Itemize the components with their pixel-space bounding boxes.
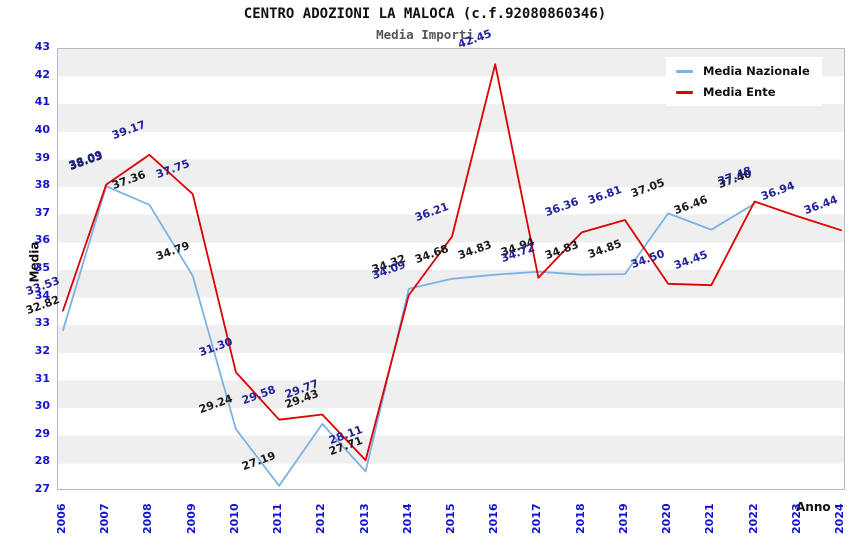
media-ente-line-swatch: [676, 90, 693, 94]
x-tick-label: 2006: [55, 503, 68, 534]
x-tick-label: 2021: [703, 503, 717, 534]
chart-title: CENTRO ADOZIONI LA MALOCA (c.f.920808603…: [243, 6, 607, 22]
media-nazionale-line-swatch: [676, 69, 693, 73]
y-tick-label: 40: [34, 122, 50, 136]
x-tick-label: 2017: [530, 503, 544, 534]
x-axis-title: Anno: [796, 500, 831, 514]
legend: Media Nazionale Media Ente: [666, 57, 822, 106]
legend-label: Media Nazionale: [703, 64, 810, 78]
series-line-1: [62, 63, 842, 462]
y-tick-label: 38: [34, 178, 50, 192]
x-tick-label: 2012: [314, 503, 328, 534]
x-tick-label: 2009: [184, 503, 198, 534]
y-tick-label: 31: [34, 371, 50, 385]
x-tick-label: 2023: [789, 503, 803, 534]
x-tick-label: 2007: [98, 503, 112, 534]
y-tick-label: 41: [34, 95, 50, 109]
legend-item-media-ente: Media Ente: [676, 85, 810, 99]
chart-lines: [62, 63, 842, 487]
y-tick-label: 30: [34, 399, 50, 413]
x-tick-label: 2008: [141, 503, 155, 534]
y-tick-label: 32: [34, 343, 50, 357]
y-tick-label: 29: [34, 426, 50, 440]
y-tick-label: 43: [34, 40, 50, 53]
y-tick-label: 34: [34, 288, 50, 302]
y-tick-label: 35: [34, 261, 50, 274]
y-tick-label: 28: [34, 454, 50, 468]
y-tick-label: 42: [34, 67, 50, 81]
y-tick-label: 36: [34, 233, 50, 247]
chart-subtitle: Media Importi: [376, 27, 474, 42]
x-tick-label: 2020: [660, 503, 674, 534]
series-line-0: [62, 185, 756, 487]
legend-label: Media Ente: [703, 85, 776, 99]
x-tick-label: 2018: [573, 503, 587, 534]
x-tick-label: 2015: [444, 503, 457, 534]
x-tick-label: 2014: [400, 503, 414, 534]
x-tick-label: 2013: [357, 503, 371, 534]
x-tick-label: 2011: [271, 503, 285, 534]
x-tick-label: 2016: [487, 503, 501, 534]
y-tick-label: 33: [34, 316, 50, 330]
legend-item-media-nazionale: Media Nazionale: [676, 64, 810, 78]
x-tick-label: 2022: [746, 503, 760, 534]
y-tick-label: 27: [34, 482, 50, 495]
x-tick-label: 2024: [833, 503, 846, 534]
y-tick-label: 39: [34, 150, 50, 164]
x-tick-label: 2010: [227, 503, 241, 534]
x-tick-label: 2019: [616, 503, 630, 534]
y-tick-label: 37: [34, 205, 50, 219]
plot-area: 32.82 38.03 37.36 34.79 29.24 27.19 29.43 27.71…: [24, 27, 845, 490]
